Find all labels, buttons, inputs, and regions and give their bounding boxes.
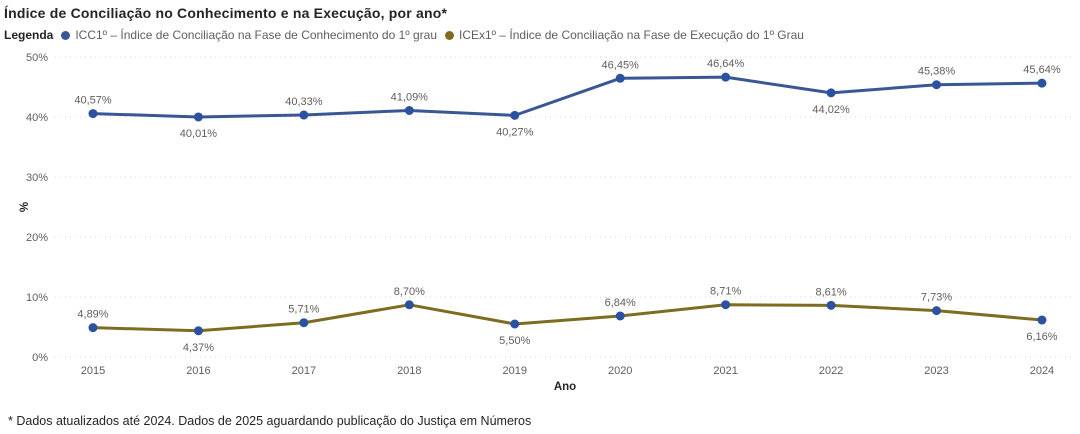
y-axis-tick: 40% [26,112,48,124]
data-label: 40,27% [496,126,534,138]
data-label: 5,71% [288,304,319,316]
x-axis-tick: 2019 [503,365,527,377]
legend-item-icex[interactable]: ICEx1º – Índice de Conciliação na Fase d… [445,28,804,42]
data-point-marker[interactable] [721,72,731,82]
data-label: 8,70% [394,286,425,298]
data-label: 5,50% [499,335,530,347]
x-axis-tick: 2021 [713,365,737,377]
x-axis-tick: 2016 [186,365,210,377]
data-label: 45,64% [1023,64,1061,76]
footnote: * Dados atualizados até 2024. Dados de 2… [8,414,532,428]
data-point-marker[interactable] [826,300,836,310]
legend-title: Legenda [4,28,54,42]
legend-dot-icex-icon [445,30,454,40]
data-point-marker[interactable] [193,326,203,336]
data-label: 46,64% [707,58,745,70]
data-point-marker[interactable] [932,80,942,90]
x-axis-tick: 2023 [924,365,948,377]
x-axis-title: Ano [554,381,576,393]
data-label: 4,89% [77,309,108,321]
x-axis-tick: 2017 [292,365,316,377]
data-point-marker[interactable] [826,88,836,98]
y-axis-tick: 30% [26,172,48,184]
x-axis-tick: 2024 [1030,365,1054,377]
y-axis-tick: 20% [26,232,48,244]
legend-item-icc[interactable]: ICC1º – Índice de Conciliação na Fase de… [61,28,437,42]
data-point-marker[interactable] [510,110,520,120]
data-point-marker[interactable] [721,300,731,310]
y-axis-title: % [19,202,31,212]
data-point-marker[interactable] [299,318,309,328]
data-point-marker[interactable] [1037,315,1047,325]
series-line-0 [92,75,1042,119]
y-axis-tick: 0% [32,352,48,364]
data-label: 40,57% [74,95,112,107]
chart-legend: Legenda ICC1º – Índice de Conciliação na… [4,28,804,42]
data-label: 4,37% [183,342,214,354]
legend-item-label: ICC1º – Índice de Conciliação na Fase de… [75,28,437,42]
data-label: 40,33% [285,96,323,108]
legend-item-label: ICEx1º – Índice de Conciliação na Fase d… [459,28,804,42]
data-label: 6,16% [1026,331,1057,343]
data-label: 8,61% [815,286,846,298]
data-point-marker[interactable] [615,311,625,321]
data-point-marker[interactable] [88,323,98,333]
data-label: 40,01% [180,128,218,140]
data-label: 6,84% [605,297,636,309]
data-point-marker[interactable] [615,73,625,83]
x-axis-tick: 2015 [81,365,105,377]
y-axis-tick: 50% [26,52,48,64]
data-label: 44,02% [812,104,850,116]
x-axis-tick: 2018 [397,365,421,377]
data-point-marker[interactable] [404,300,414,310]
data-label: 46,45% [602,59,640,71]
x-axis-tick: 2020 [608,365,632,377]
x-axis-tick: 2022 [819,365,843,377]
y-axis-tick: 10% [26,292,48,304]
data-point-marker[interactable] [1037,78,1047,88]
data-point-marker[interactable] [510,319,520,329]
legend-dot-icc-icon [61,30,71,40]
data-label: 8,71% [710,286,741,298]
data-point-marker[interactable] [932,306,942,316]
data-point-marker[interactable] [193,112,203,122]
data-point-marker[interactable] [404,105,414,115]
data-label: 45,38% [918,66,956,78]
data-label: 7,73% [921,292,952,304]
data-point-marker[interactable] [299,110,309,120]
data-label: 41,09% [391,91,429,103]
page-title: Índice de Conciliação no Conhecimento e … [4,5,448,21]
series-line-1 [92,303,1043,333]
data-point-marker[interactable] [88,109,98,119]
